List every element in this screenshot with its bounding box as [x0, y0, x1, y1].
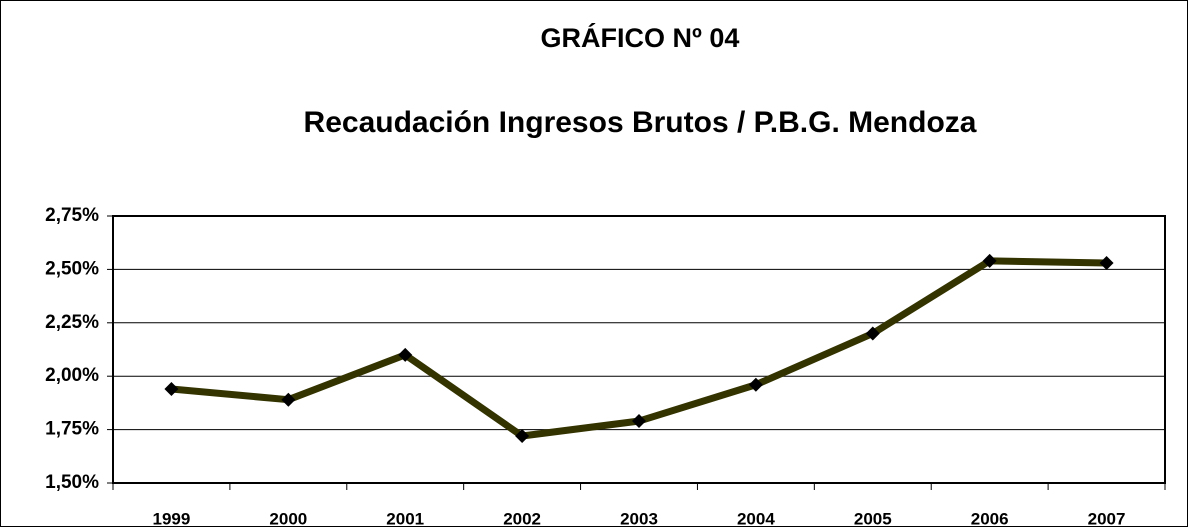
series-marker	[281, 392, 296, 407]
x-tick-label: 2004	[737, 509, 775, 527]
y-tick-label: 2,75%	[45, 205, 99, 226]
plot-area-border	[112, 215, 1166, 484]
series-marker	[865, 326, 880, 341]
x-tick-label: 2005	[854, 509, 892, 527]
series-marker	[1099, 255, 1114, 270]
chart-title: GRÁFICO Nº 04	[541, 22, 740, 53]
x-tick-label: 2000	[269, 509, 307, 527]
series-marker	[164, 382, 179, 397]
x-tick-label: 1999	[153, 509, 191, 527]
x-tick-label: 2007	[1088, 509, 1126, 527]
x-tick-label: 2001	[386, 509, 424, 527]
y-tick-label: 1,75%	[45, 419, 99, 440]
chart-subtitle: Recaudación Ingresos Brutos / P.B.G. Men…	[304, 106, 977, 139]
x-tick-label: 2002	[503, 509, 541, 527]
series-marker	[982, 253, 997, 268]
y-tick-label: 1,50%	[45, 472, 99, 493]
y-tick-label: 2,50%	[45, 258, 99, 279]
y-tick-label: 2,25%	[45, 312, 99, 333]
series-marker	[748, 377, 763, 392]
series-marker	[632, 414, 646, 429]
series-marker	[398, 347, 413, 362]
x-tick-label: 2003	[620, 509, 658, 527]
series-marker	[515, 429, 530, 444]
x-tick-label: 2006	[971, 509, 1009, 527]
y-tick-label: 2,00%	[45, 365, 99, 386]
